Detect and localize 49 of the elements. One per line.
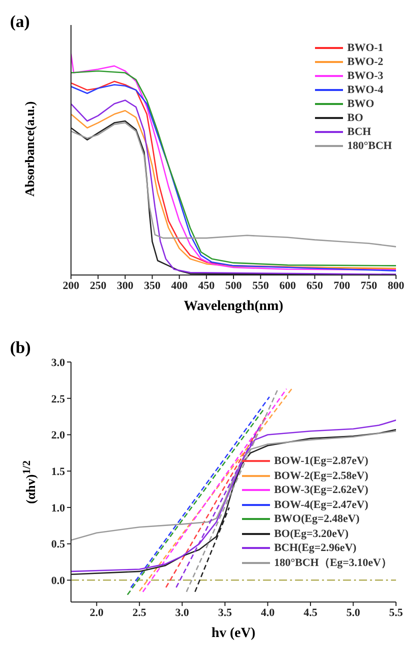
x-tick-label: 300 (116, 280, 134, 292)
legend-label: BO(Eg=3.20eV) (274, 528, 348, 540)
legend-label: BWO-3 (347, 70, 384, 82)
x-tick-label: 250 (90, 280, 107, 292)
x-tick-label: 500 (225, 280, 242, 292)
x-axis-title: hv (eV) (210, 626, 256, 642)
legend-label: BWO (347, 98, 374, 110)
x-tick-label: 5.0 (346, 606, 361, 619)
y-axis-title: Absorbance(a.u.) (22, 100, 38, 199)
x-tick-label: 550 (252, 280, 270, 292)
x-tick-label: 700 (334, 280, 351, 292)
y-tick-label: 2.5 (51, 393, 66, 406)
legend-label: BOW-4(Eg=2.47eV) (274, 498, 368, 511)
x-tick-label: 2.5 (132, 606, 147, 619)
y-tick-label: 0.5 (51, 538, 66, 551)
x-tick-label: 600 (279, 280, 296, 292)
legend-label: BWO-1 (347, 42, 384, 54)
x-tick-label: 400 (171, 280, 188, 292)
legend-label: BWO(Eg=2.48eV) (274, 513, 360, 526)
legend-label: 180°BCH（Eg=3.10eV） (274, 556, 392, 570)
legend-label: 180°BCH (347, 140, 392, 152)
legend-label: BCH(Eg=2.96eV) (274, 542, 356, 554)
legend-label: BWO-4 (347, 84, 384, 96)
x-tick-label: 750 (360, 280, 378, 292)
x-tick-label: 3.0 (175, 606, 190, 619)
x-tick-label: 2.0 (90, 606, 104, 619)
x-tick-label: 4.0 (260, 606, 276, 619)
legend-label: BOW-2(Eg=2.58eV) (274, 470, 368, 482)
legend-label: BOW-3(Eg=2.62eV) (274, 484, 368, 496)
y-tick-label: 1.0 (51, 502, 66, 514)
x-tick-label: 800 (388, 280, 405, 292)
legend-label: BCH (347, 126, 372, 138)
x-tick-label: 200 (62, 280, 80, 292)
x-tick-label: 4.5 (304, 606, 318, 619)
y-tick-label: 1.5 (51, 466, 66, 478)
y-tick-label: 2.0 (51, 430, 66, 442)
legend-label: BWO-2 (347, 56, 384, 68)
y-tick-label: 3.0 (51, 356, 66, 369)
legend-label: BO (347, 112, 364, 124)
x-tick-label: 5.5 (389, 606, 404, 619)
x-tick-label: 650 (306, 280, 324, 292)
x-axis-title: Wavelength(nm) (182, 299, 284, 315)
legend-label: BOW-1(Eg=2.87eV) (274, 455, 368, 468)
y-tick-label: 0.0 (51, 575, 66, 588)
x-tick-label: 3.5 (218, 606, 232, 619)
x-tick-label: 350 (144, 280, 161, 292)
chart-title: (b) (10, 338, 31, 358)
chart-title: (a) (10, 12, 30, 32)
x-tick-label: 450 (198, 280, 216, 292)
